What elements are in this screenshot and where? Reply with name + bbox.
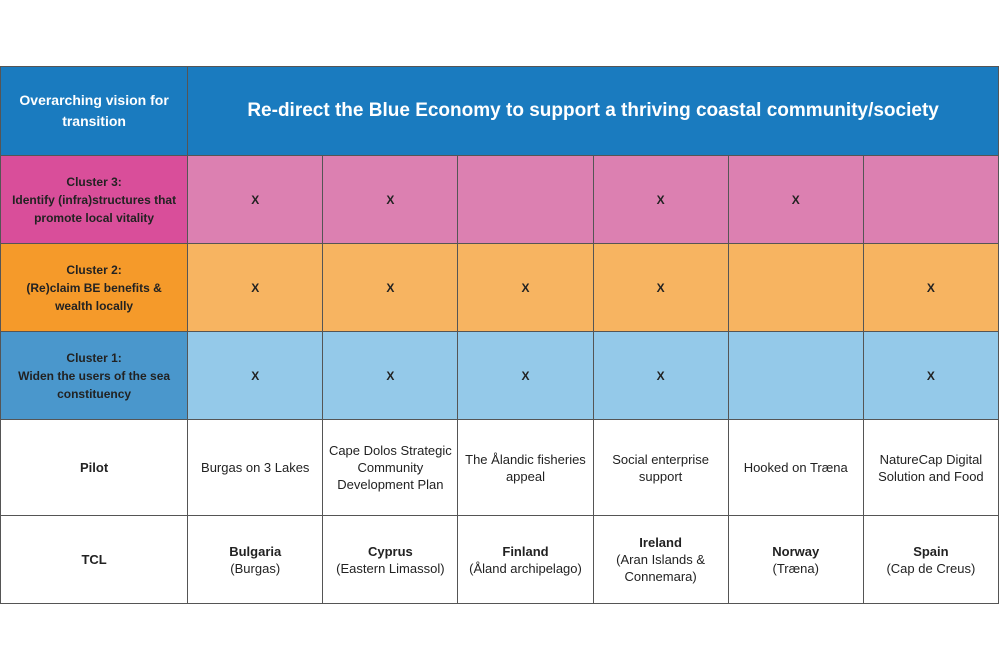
- tcl-cell: Spain (Cap de Creus): [862, 515, 999, 604]
- tcl-country: Ireland: [639, 535, 682, 550]
- tcl-cell: Bulgaria (Burgas): [187, 515, 324, 604]
- tcl-cell: Finland (Åland archipelago): [457, 515, 594, 604]
- tcl-country: Bulgaria: [229, 543, 282, 559]
- vision-label: Overarching vision for transition: [0, 66, 189, 156]
- tcl-region: (Åland archipelago): [469, 560, 582, 576]
- mark-cell: [727, 331, 864, 420]
- cluster-title: Cluster 2:: [66, 262, 122, 277]
- pilot-label: Pilot: [0, 419, 189, 516]
- tcl-country: Norway: [772, 543, 820, 559]
- mark-cell: X: [322, 331, 459, 420]
- mark-cell: X: [592, 243, 729, 332]
- mark-cell: X: [187, 243, 324, 332]
- pilot-cell: Cape Dolos Strategic Community Developme…: [322, 419, 459, 516]
- pilot-row: Pilot Burgas on 3 Lakes Cape Dolos Strat…: [0, 419, 999, 516]
- transition-matrix-table: Overarching vision for transition Re-dir…: [0, 66, 999, 604]
- tcl-region: (Burgas): [230, 560, 281, 576]
- mark-cell: X: [862, 331, 999, 420]
- cluster-label: Cluster 1: Widen the users of the sea cons…: [0, 331, 189, 420]
- vision-row: Overarching vision for transition Re-dir…: [0, 66, 999, 156]
- mark-cell: [727, 243, 864, 332]
- vision-statement: Re-direct the Blue Economy to support a …: [187, 66, 999, 156]
- mark-cell: [457, 155, 594, 244]
- cluster-desc: constituency: [57, 386, 132, 401]
- mark-cell: X: [457, 243, 594, 332]
- cluster-title: Cluster 1:: [66, 350, 122, 365]
- mark-cell: X: [862, 243, 999, 332]
- cluster-label: Cluster 2: (Re)claim BE benefits & wealth …: [0, 243, 189, 332]
- cluster-desc: promote local vitality: [34, 210, 155, 225]
- tcl-row: TCL Bulgaria (Burgas) Cyprus (Eastern Lima…: [0, 515, 999, 604]
- cluster-desc: Identify (infra)structures that: [12, 192, 177, 207]
- cluster-desc: wealth locally: [55, 298, 134, 313]
- tcl-cell: Norway (Træna): [727, 515, 864, 604]
- pilot-cell: NatureCap Digital Solution and Food: [862, 419, 999, 516]
- cluster-desc: (Re)claim BE benefits &: [26, 280, 162, 295]
- pilot-cell: Hooked on Træna: [727, 419, 864, 516]
- tcl-cell: Ireland (Aran Islands & Connemara): [592, 515, 729, 604]
- tcl-country: Cyprus: [367, 543, 413, 559]
- mark-cell: [862, 155, 999, 244]
- tcl-cell: Cyprus (Eastern Limassol): [322, 515, 459, 604]
- tcl-region: (Eastern Limassol): [336, 560, 445, 576]
- cluster-title: Cluster 3:: [66, 174, 122, 189]
- tcl-country: Spain: [913, 543, 949, 559]
- mark-cell: X: [187, 331, 324, 420]
- mark-cell: X: [457, 331, 594, 420]
- mark-cell: X: [187, 155, 324, 244]
- tcl-region: (Aran Islands & Connemara): [616, 552, 706, 584]
- mark-cell: X: [727, 155, 864, 244]
- mark-cell: X: [592, 331, 729, 420]
- cluster-2-row: Cluster 2: (Re)claim BE benefits & wealth …: [0, 243, 999, 332]
- cluster-label: Cluster 3: Identify (infra)structures tha…: [0, 155, 189, 244]
- tcl-country: Finland: [502, 543, 549, 559]
- cluster-1-row: Cluster 1: Widen the users of the sea cons…: [0, 331, 999, 420]
- mark-cell: X: [322, 155, 459, 244]
- tcl-label: TCL: [0, 515, 189, 604]
- mark-cell: X: [322, 243, 459, 332]
- tcl-region: (Cap de Creus): [886, 560, 976, 576]
- pilot-cell: Social enterprise support: [592, 419, 729, 516]
- mark-cell: X: [592, 155, 729, 244]
- pilot-cell: The Ålandic fisheries appeal: [457, 419, 594, 516]
- pilot-cell: Burgas on 3 Lakes: [187, 419, 324, 516]
- cluster-3-row: Cluster 3: Identify (infra)structures tha…: [0, 155, 999, 244]
- tcl-region: (Træna): [772, 560, 819, 576]
- cluster-desc: Widen the users of the sea: [18, 368, 171, 383]
